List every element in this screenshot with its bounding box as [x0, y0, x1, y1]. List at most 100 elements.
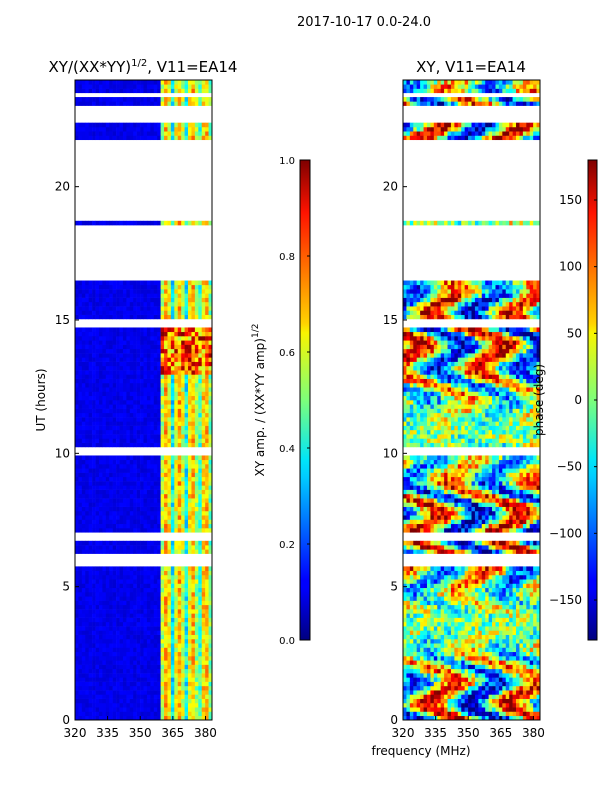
heatmap-cell [205, 664, 209, 670]
heatmap-cell [194, 293, 199, 298]
heatmap-cell [164, 617, 168, 623]
heatmap-cell [198, 643, 203, 648]
heatmap-cell [98, 502, 103, 507]
heatmap-cell [136, 122, 141, 128]
heatmap-cell [112, 660, 117, 665]
heatmap-cell [146, 280, 151, 286]
heatmap-cell [406, 664, 411, 670]
heatmap-cell [457, 715, 462, 721]
heatmap-cell [119, 344, 124, 350]
heatmap-cell [98, 528, 103, 533]
heatmap-cell [129, 498, 134, 503]
heatmap-cell [157, 579, 161, 584]
heatmap-cell [81, 549, 86, 554]
heatmap-cell [122, 498, 127, 503]
heatmap-cell [136, 442, 141, 448]
heatmap-cell [437, 694, 441, 699]
heatmap-cell [143, 301, 148, 307]
heatmap-cell [181, 677, 185, 682]
heatmap-cell [444, 660, 448, 665]
heatmap-cell [140, 429, 144, 435]
heatmap-cell [105, 370, 110, 375]
heatmap-cell [194, 621, 199, 627]
heatmap-cell [146, 88, 151, 94]
heatmap-cell [160, 408, 165, 414]
x-tick-label: 320 [64, 726, 87, 740]
heatmap-cell [98, 481, 103, 486]
heatmap-cell [102, 481, 107, 486]
heatmap-cell [153, 378, 158, 384]
heatmap-cell [164, 647, 168, 653]
heatmap-cell [95, 306, 100, 311]
heatmap-cell [423, 668, 428, 674]
heatmap-cell [85, 485, 89, 490]
heatmap-cell [194, 472, 199, 478]
heatmap-cell [478, 690, 483, 695]
heatmap-cell [181, 583, 185, 589]
heatmap-cell [164, 400, 168, 405]
heatmap-cell [188, 301, 192, 307]
heatmap-cell [81, 361, 86, 367]
heatmap-cell [150, 331, 155, 337]
heatmap-cell [92, 126, 96, 132]
heatmap-cell [194, 374, 199, 379]
heatmap-cell [92, 519, 96, 525]
heatmap-cell [413, 690, 417, 695]
heatmap-cell [95, 579, 100, 584]
heatmap-cell [194, 510, 199, 516]
heatmap-cell [184, 84, 189, 89]
heatmap-cell [88, 566, 93, 571]
heatmap-cell [146, 387, 151, 392]
heatmap-cell [420, 673, 424, 678]
heatmap-cell [181, 289, 185, 294]
heatmap-cell [85, 502, 89, 507]
heatmap-cell [174, 570, 179, 576]
heatmap-cell [167, 344, 172, 350]
heatmap-cell [98, 455, 103, 461]
heatmap-cell [81, 493, 86, 499]
heatmap-cell [184, 574, 189, 580]
heatmap-cell [143, 656, 148, 661]
heatmap-cell [109, 609, 113, 614]
heatmap-cell [164, 643, 168, 648]
heatmap-cell [174, 485, 179, 490]
heatmap-cell [191, 592, 196, 597]
heatmap-cell [198, 668, 203, 674]
heatmap-cell [533, 698, 537, 704]
heatmap-cell [133, 391, 137, 397]
heatmap-cell [194, 715, 199, 721]
heatmap-cell [474, 643, 479, 648]
heatmap-cell [150, 101, 155, 106]
heatmap-cell [88, 651, 93, 657]
heatmap-cell [498, 681, 503, 687]
heatmap-cell [140, 293, 144, 298]
heatmap-cell [112, 506, 117, 512]
heatmap-cell [126, 673, 131, 678]
heatmap-cell [143, 707, 148, 712]
heatmap-cell [95, 310, 100, 315]
heatmap-cell [188, 609, 192, 614]
heatmap-cell [143, 378, 148, 384]
x-tick-label: 365 [161, 726, 184, 740]
heatmap-cell [98, 126, 103, 132]
heatmap-cell [140, 297, 144, 303]
heatmap-cell [81, 528, 86, 533]
heatmap-cell [133, 523, 137, 529]
heatmap-cell [150, 336, 155, 341]
heatmap-cell [188, 97, 192, 102]
heatmap-cell [102, 621, 107, 627]
heatmap-cell [498, 690, 503, 695]
heatmap-cell [201, 387, 206, 392]
heatmap-cell [430, 660, 435, 665]
heatmap-cell [153, 685, 158, 691]
heatmap-cell [468, 685, 472, 691]
heatmap-cell [150, 434, 155, 439]
heatmap-cell [112, 310, 117, 315]
heatmap-cell [153, 220, 158, 226]
heatmap-cell [92, 131, 96, 136]
heatmap-cell [194, 353, 199, 358]
heatmap-cell [170, 592, 175, 597]
heatmap-cell [133, 481, 137, 486]
heatmap-cell [201, 289, 206, 294]
heatmap-cell [78, 412, 83, 418]
